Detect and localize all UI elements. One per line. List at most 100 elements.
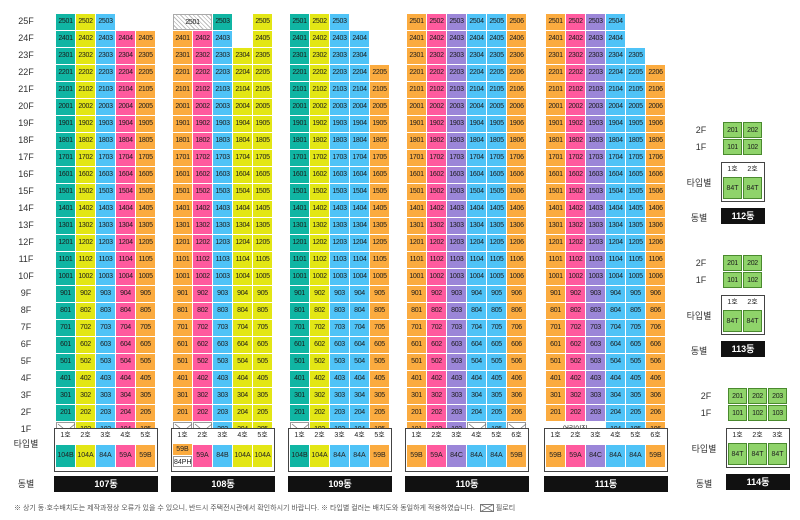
unit-cell: 1703 (213, 150, 232, 166)
unit-cell: 2204 (233, 65, 252, 81)
dong-row-label: 동별 (690, 213, 708, 223)
unit-cell: 2203 (447, 65, 466, 81)
unit-cell: 2502 (76, 14, 95, 30)
unit-cell: 2102 (76, 82, 95, 98)
unit-number-header: 2호 (80, 432, 91, 439)
floor-label: 18F (18, 135, 34, 145)
type-value: 84T (748, 443, 767, 465)
unit-cell: 1102 (76, 252, 95, 268)
unit-cell: 2305 (487, 48, 506, 64)
unit-cell: 1906 (507, 116, 526, 132)
unit-cell: 1404 (467, 201, 486, 217)
unit-cell: 2402 (310, 31, 329, 47)
floor-label: 7F (20, 322, 32, 332)
unit-cell: 1404 (116, 201, 135, 217)
unit-cell: 2204 (467, 65, 486, 81)
unit-cell: 1203 (96, 235, 115, 251)
unit-number-header: 1호 (727, 299, 738, 306)
unit-cell: 1503 (96, 184, 115, 200)
unit-cell: 906 (507, 286, 526, 302)
unit-cell: 1105 (136, 252, 155, 268)
unit-cell: 602 (310, 337, 329, 353)
unit-cell: 303 (96, 388, 115, 404)
unit-cell: 2001 (56, 99, 75, 115)
unit-cell: 1502 (76, 184, 95, 200)
unit-cell: 1805 (253, 133, 272, 149)
unit-cell: 203 (447, 405, 466, 421)
unit-cell: 1501 (290, 184, 309, 200)
unit-cell: 602 (566, 337, 585, 353)
unit-cell: 703 (96, 320, 115, 336)
unit-cell: 1003 (213, 269, 232, 285)
unit-cell: 2301 (173, 48, 192, 64)
unit-cell: 1505 (487, 184, 506, 200)
unit-cell: 704 (606, 320, 625, 336)
unit-cell: 1604 (116, 167, 135, 183)
unit-cell: 1201 (173, 235, 192, 251)
unit-cell: 2305 (136, 48, 155, 64)
unit-cell: 1402 (76, 201, 95, 217)
unit-cell: 1304 (116, 218, 135, 234)
floor-label: 10F (18, 271, 34, 281)
unit-cell: 605 (626, 337, 645, 353)
floor-label: 13F (18, 220, 34, 230)
unit-cell: 1004 (350, 269, 369, 285)
unit-cell: 1904 (116, 116, 135, 132)
unit-cell: 204 (467, 405, 486, 421)
unit-cell: 2105 (370, 82, 389, 98)
unit-cell: 705 (370, 320, 389, 336)
unit-cell: 501 (407, 354, 426, 370)
unit-cell: 1702 (566, 150, 585, 166)
unit-cell: 606 (507, 337, 526, 353)
unit-cell: 803 (447, 303, 466, 319)
floor-label: 3F (20, 390, 32, 400)
unit-cell: 1306 (646, 218, 665, 234)
unit-cell: 1504 (233, 184, 252, 200)
unit-cell: 1605 (626, 167, 645, 183)
unit-cell: 2104 (467, 82, 486, 98)
unit-cell: 1401 (546, 201, 565, 217)
unit-cell: 1401 (173, 201, 192, 217)
unit-cell: 1304 (350, 218, 369, 234)
unit-cell: 703 (447, 320, 466, 336)
unit-cell: 2102 (566, 82, 585, 98)
unit-cell: 201 (723, 255, 742, 271)
unit-cell: 201 (728, 388, 747, 404)
unit-cell: 1404 (233, 201, 252, 217)
unit-cell: 1503 (213, 184, 232, 200)
unit-cell: 1402 (566, 201, 585, 217)
unit-cell: 1805 (370, 133, 389, 149)
unit-cell: 406 (507, 371, 526, 387)
unit-cell: 1904 (606, 116, 625, 132)
unit-cell: 204 (116, 405, 135, 421)
unit-cell: 305 (370, 388, 389, 404)
unit-cell: 2503 (330, 14, 349, 30)
unit-cell: 505 (626, 354, 645, 370)
unit-cell: 2103 (96, 82, 115, 98)
unit-cell: 2006 (507, 99, 526, 115)
unit-cell: 1102 (566, 252, 585, 268)
unit-number-header: 5호 (491, 432, 502, 439)
unit-number-header: 1호 (177, 432, 188, 439)
unit-cell: 1502 (566, 184, 585, 200)
unit-cell: 2301 (290, 48, 309, 64)
unit-cell: 205 (487, 405, 506, 421)
unit-cell: 1404 (606, 201, 625, 217)
unit-cell: 2106 (507, 82, 526, 98)
type-row-label: 타입별 (13, 439, 39, 449)
unit-cell: 2402 (193, 31, 212, 47)
unit-cell: 2104 (606, 82, 625, 98)
unit-cell: 201 (723, 122, 742, 138)
unit-cell: 1105 (253, 252, 272, 268)
floor-label: 11F (18, 254, 34, 264)
penthouse-hatch-cell: 2501 (173, 14, 212, 30)
floor-label: 24F (18, 33, 34, 43)
unit-cell: 1005 (626, 269, 645, 285)
unit-cell: 206 (507, 405, 526, 421)
unit-cell: 405 (626, 371, 645, 387)
unit-cell: 1303 (586, 218, 605, 234)
unit-cell: 902 (193, 286, 212, 302)
unit-cell: 501 (290, 354, 309, 370)
unit-cell: 1504 (116, 184, 135, 200)
unit-cell: 2401 (56, 31, 75, 47)
